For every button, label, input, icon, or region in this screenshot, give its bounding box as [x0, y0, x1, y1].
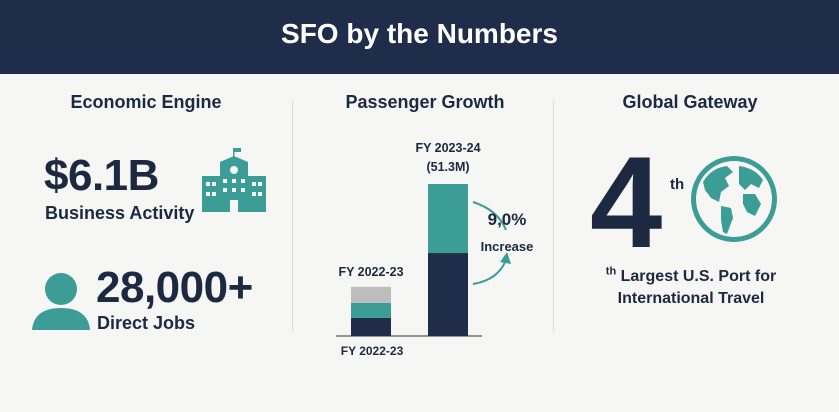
building-icon	[202, 148, 266, 212]
heading-passenger-growth: Passenger Growth	[345, 92, 505, 112]
increase-label: Increase	[481, 239, 534, 254]
business-activity-label: Business Activity	[45, 203, 195, 223]
business-activity-value: $6.1B	[44, 151, 159, 200]
caption-line1: Largest U.S. Port for	[616, 268, 777, 285]
heading-global-gateway: Global Gateway	[622, 92, 758, 112]
rank-suffix: th	[670, 176, 685, 193]
page-title: SFO by the Numbers	[281, 18, 558, 49]
arrow-head	[500, 252, 511, 264]
global-gateway-caption: th Largest U.S. Port for International T…	[560, 266, 822, 310]
heading-economic-engine: Economic Engine	[70, 92, 222, 112]
bar-label-fy2023-24: FY 2023-24	[415, 141, 480, 155]
passenger-growth-chart: FY 2022-23 FY 2023-24 (51.3M) FY 2022-23…	[336, 141, 534, 358]
bar-segment-fy-2022-23-2	[351, 286, 391, 303]
rank-number: 4	[590, 129, 663, 275]
divider	[292, 100, 293, 332]
person-icon	[32, 273, 90, 330]
arrow-top	[472, 201, 507, 231]
bar-label-fy2022-23: FY 2022-23	[338, 265, 403, 279]
caption-suffix: th	[605, 265, 617, 278]
bar-segment-fy-2022-23-1	[351, 302, 391, 318]
direct-jobs-value: 28,000+	[96, 263, 253, 312]
increase-value: 9,0%	[488, 210, 527, 229]
bar-total-label: (51.3M)	[426, 160, 469, 174]
arrow-up	[472, 259, 507, 285]
bar-segment-fy-2023-24-1	[428, 184, 468, 254]
bar-segment-fy-2023-24-0	[428, 253, 468, 336]
divider	[553, 100, 554, 332]
bar-segment-fy-2022-23-0	[351, 317, 391, 336]
globe-icon	[691, 156, 777, 242]
header-banner	[0, 0, 839, 74]
direct-jobs-label: Direct Jobs	[97, 313, 196, 333]
x-axis-label: FY 2022-23	[341, 344, 404, 358]
caption-line2: International Travel	[617, 290, 765, 307]
